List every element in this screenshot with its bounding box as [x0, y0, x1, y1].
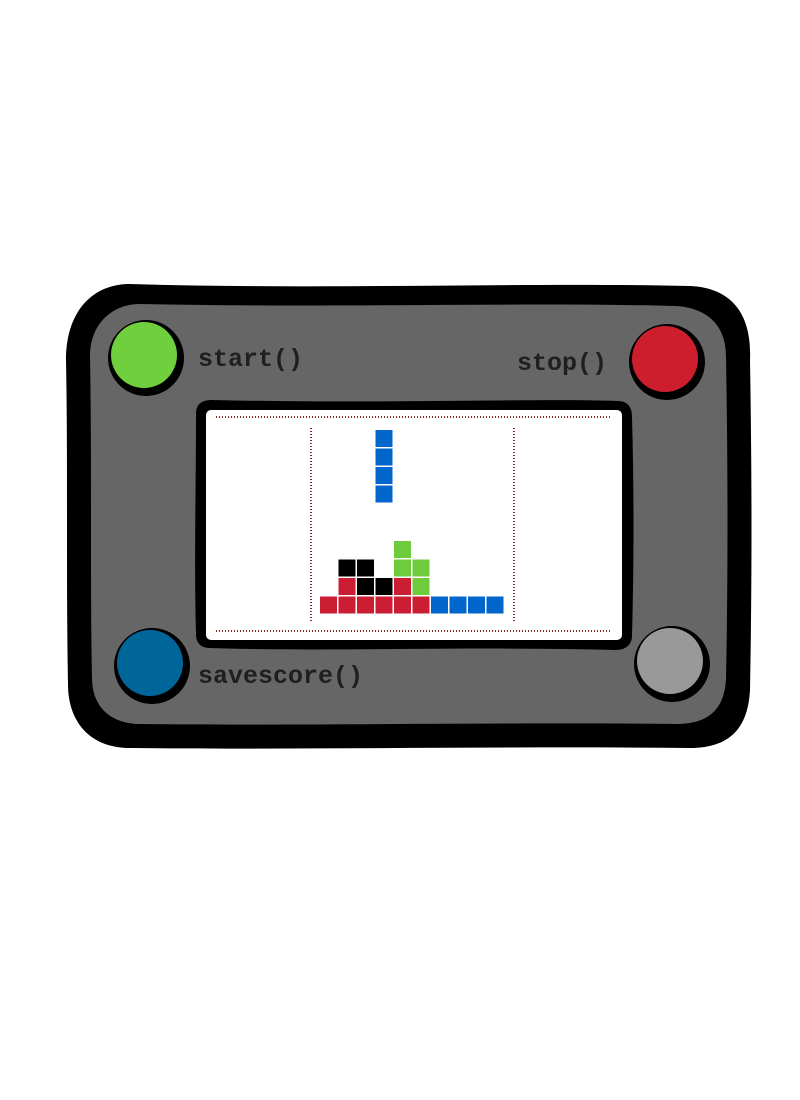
savescore-button-label: savescore() [198, 662, 364, 691]
stack-block [449, 596, 467, 614]
falling-piece-block [375, 430, 393, 447]
stack-block [338, 578, 356, 595]
stack-block [357, 596, 374, 614]
stack-block [486, 596, 504, 614]
stack-block [412, 578, 430, 595]
stack-block [338, 559, 356, 577]
stack-block [394, 596, 411, 614]
stack-block [468, 596, 485, 614]
grey-button[interactable] [634, 626, 710, 702]
stop-button-label: stop() [517, 349, 608, 378]
screen-border-dots [216, 416, 610, 632]
stack-block [394, 541, 411, 558]
stack-block [375, 578, 393, 595]
stack-block [412, 559, 430, 577]
stack-block [375, 596, 393, 614]
tetris-well [320, 430, 504, 614]
start-button[interactable] [108, 320, 184, 396]
stack-block [394, 578, 411, 595]
stack-block [320, 596, 337, 614]
stack-block [431, 596, 448, 614]
stack-block [412, 596, 430, 614]
falling-piece-block [375, 467, 393, 484]
falling-piece-block [375, 448, 393, 466]
stack-block [338, 596, 356, 614]
stack-block [357, 578, 374, 595]
stop-button[interactable] [629, 324, 705, 400]
savescore-button[interactable] [114, 628, 190, 704]
stack-block [357, 559, 374, 577]
start-button-label: start() [198, 345, 304, 374]
stack-block [394, 559, 411, 577]
falling-piece-block [375, 485, 393, 503]
